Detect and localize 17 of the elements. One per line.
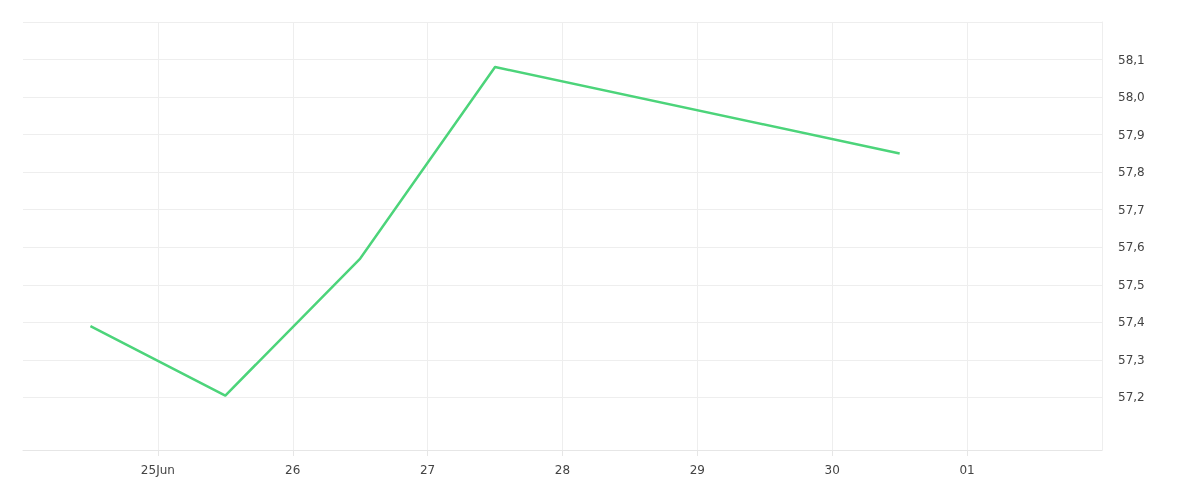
y-tick-label: 57,4 (1118, 315, 1145, 330)
x-tick-label: 28 (554, 463, 571, 477)
y-tick-label: 57,5 (1118, 277, 1145, 292)
y-tick-label: 57,6 (1118, 240, 1145, 255)
y-tick-label: 58,0 (1118, 90, 1145, 105)
x-tick-label: 27 (419, 463, 436, 477)
y-tick-label: 57,2 (1118, 390, 1145, 405)
y-tick-label: 57,9 (1118, 127, 1145, 142)
x-tick-label: 25Jun (140, 463, 175, 477)
x-tick-label: 01 (959, 463, 975, 477)
x-tick-label: 26 (285, 463, 301, 477)
y-tick-label: 57,8 (1118, 165, 1145, 180)
y-tick-label: 57,7 (1118, 202, 1145, 217)
y-tick-label: 57,3 (1118, 352, 1145, 367)
x-tick-label: 29 (689, 463, 706, 477)
x-tick-label: 30 (824, 463, 840, 477)
y-tick-label: 58,1 (1118, 52, 1145, 67)
